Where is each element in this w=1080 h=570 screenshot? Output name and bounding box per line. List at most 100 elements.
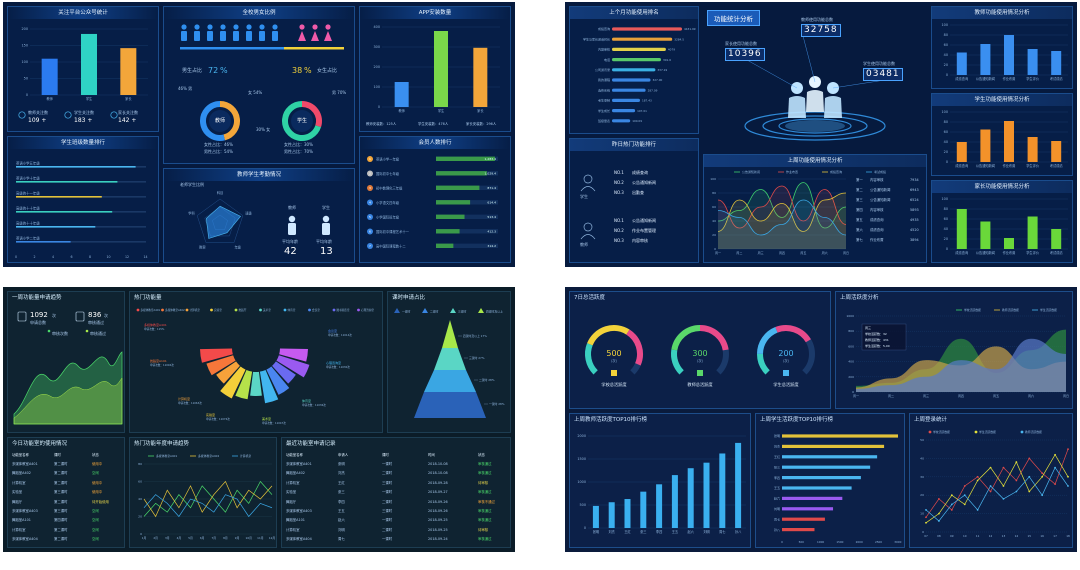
legend-dot [210,308,213,312]
x-tick-label: 刘明 [703,529,709,534]
panel-student-usage: 学生功能使用情况分析 100 80 60 40 20 0 成绩查询 公告通知新闻 作业布置 学生评… [931,93,1073,176]
tooltip-line: 周三 [865,325,871,330]
radar-grid [196,198,244,243]
series-point [989,466,992,469]
table-cell: 审核通过 [478,462,492,466]
radar-axis-label: 班级 [245,211,252,216]
table-cell: 赵六 [338,518,345,523]
stat-person-icon [18,111,26,119]
bar [612,47,666,51]
table-name: 作业布置 [870,238,884,242]
table-cell: 2018-10-08 [428,471,448,476]
x-tick-label: 刘杰 [609,529,616,534]
bar [782,455,878,459]
x-tick-label: 考试成绩 [1050,250,1064,255]
legend-approved: 审核通过 [90,331,106,336]
legend-dot [974,430,978,434]
x-tick-label: 1月 [142,536,147,540]
bar [16,211,113,213]
x-tick-label: 10 [963,534,967,538]
person-outline-icon [583,222,593,232]
table-cell: 第二课时 [54,462,68,466]
y-tick-label: 40 [944,140,948,144]
x-tick-label: 学生 [438,108,445,113]
fan-label: 计算机室 [178,396,190,401]
legend-dot [1020,430,1024,434]
hot-rank-name: 公告通知新闻 [632,218,656,223]
rank-number: 7 [369,244,371,248]
bar [703,462,710,528]
x-tick-label: 11 [976,534,980,538]
fan-segment [235,370,253,400]
bar [612,58,661,62]
x-tick-label: 周日 [1063,393,1069,398]
legend-label: 一课时 [402,310,411,314]
legend-label: 作业布置 [786,169,798,174]
table-cell: 舞蹈室A101 [286,518,305,523]
gauge-segment [587,325,630,346]
x-tick-label: 5月 [188,536,193,540]
x-tick-label: 学生评价 [1026,250,1040,255]
y-tick-label: 80 [712,191,716,195]
member-value: 614.4 [487,201,496,205]
gauge-label: 教师总活跃度 [687,381,713,388]
y-tick-label: 600 [848,344,854,348]
panel-teacher-top10: 上周教师活跃度TOP10排行榜 2000 1500 1000 500 0 张明 刘杰 王红 张三… [569,413,751,548]
gauge-icon [611,370,617,376]
rank-value: 287.09 [648,88,658,92]
table-rank: 第一 [856,178,863,182]
x-tick-label: 作业布置 [1003,163,1016,168]
rank-badge [367,185,373,191]
panel-title: 最近功能室申请记录 [286,441,336,447]
parent-total-value: 10396 [725,48,765,61]
table-cell: 2018-09-24 [428,537,448,542]
platform-ring [762,115,868,137]
table-cell: 刘杰 [338,471,345,476]
y-tick-label: 400 [848,360,854,364]
table-cell: 待开始使用 [92,499,109,504]
parent-total-label: 家长使用功能总数 [725,41,757,46]
panel-title: 上周学生活跃度TOP10排行榜 [760,417,834,423]
ring-center [291,110,313,132]
x-tick-label: 11月 [257,536,264,540]
student-label: 张明 [774,433,780,438]
table-name: 内容审核 [870,178,884,182]
bar [612,68,656,72]
student-total-label: 学生使用功能总数 [863,61,895,66]
parent-usage-bars: 100 80 60 40 20 0 成绩查询 公告通知新闻 作业布置 学生评价 考试成绩 [942,197,1068,255]
ring2-label-b: 30% 女 [256,127,271,132]
login-line-chart: 学校活跃数据 学生活跃数据 教师活跃数据 50 40 30 20 10 007 08 09 10 11 1… [920,430,1070,538]
table-header: 状态 [92,453,99,457]
rank-label: 学生成长 [598,108,610,113]
legend-dot [136,308,140,312]
series-point [1041,472,1044,475]
y-tick-label: 200 [22,27,28,31]
fan-sublabel: 申请次数：11014次 [328,333,352,337]
y-tick-label: 80 [944,120,948,124]
series-point [989,485,992,487]
x-tick-label: 4 [52,255,54,259]
series-area [718,193,846,249]
tooltip-box [861,323,907,351]
activity-area-chart: 学校活跃数据 教师活跃数据 学生活跃数据 1000 800 600 400 200 0周一 周二 周… [846,308,1069,398]
fan-sublabel: 申请次数：11036次 [302,403,326,407]
x-tick-label: 500 [799,540,805,544]
person-icon [288,215,296,223]
bar [612,88,646,92]
panel-member-rank: 会员人数排行 1 英语小学一年级 1,283.4 2 国际初中七年级 1,029.4 3 初中… [359,136,511,263]
table-header: 申请人 [338,453,349,457]
connector-line [746,59,798,89]
male-pct-unit: % [220,66,228,75]
table-cell: 舞蹈室A402 [286,471,305,476]
person-icon [322,215,330,223]
panel-title: 今日功能室的使用情况 [12,441,68,447]
table-cell: 使用中 [92,490,103,495]
panel-title: 关注平台公众号统计 [8,7,158,19]
table-cell: 审核通过 [478,518,492,523]
series-line [143,480,273,517]
series-point [925,521,927,524]
table-cell: 王红 [338,480,345,485]
bar [1027,137,1038,162]
table-cell: 二课时 [382,471,393,476]
x-tick-label: 14 [1015,534,1019,538]
